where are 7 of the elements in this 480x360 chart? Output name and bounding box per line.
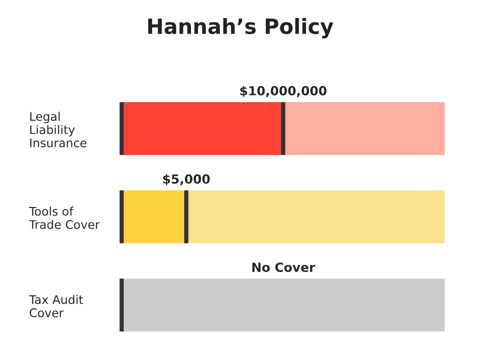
- chart-title: Hannah’s Policy: [148, 18, 334, 38]
- annotation: $5,000: [163, 174, 210, 186]
- y-tick-label: Legal Liability Insurance: [30, 112, 86, 148]
- y-tick-label: Tax Audit Cover: [29, 294, 84, 318]
- annotation: No Cover: [252, 262, 316, 272]
- y-tick-label: Tools of Trade Cover: [29, 206, 100, 229]
- annotation: $10,000,000: [240, 86, 326, 98]
